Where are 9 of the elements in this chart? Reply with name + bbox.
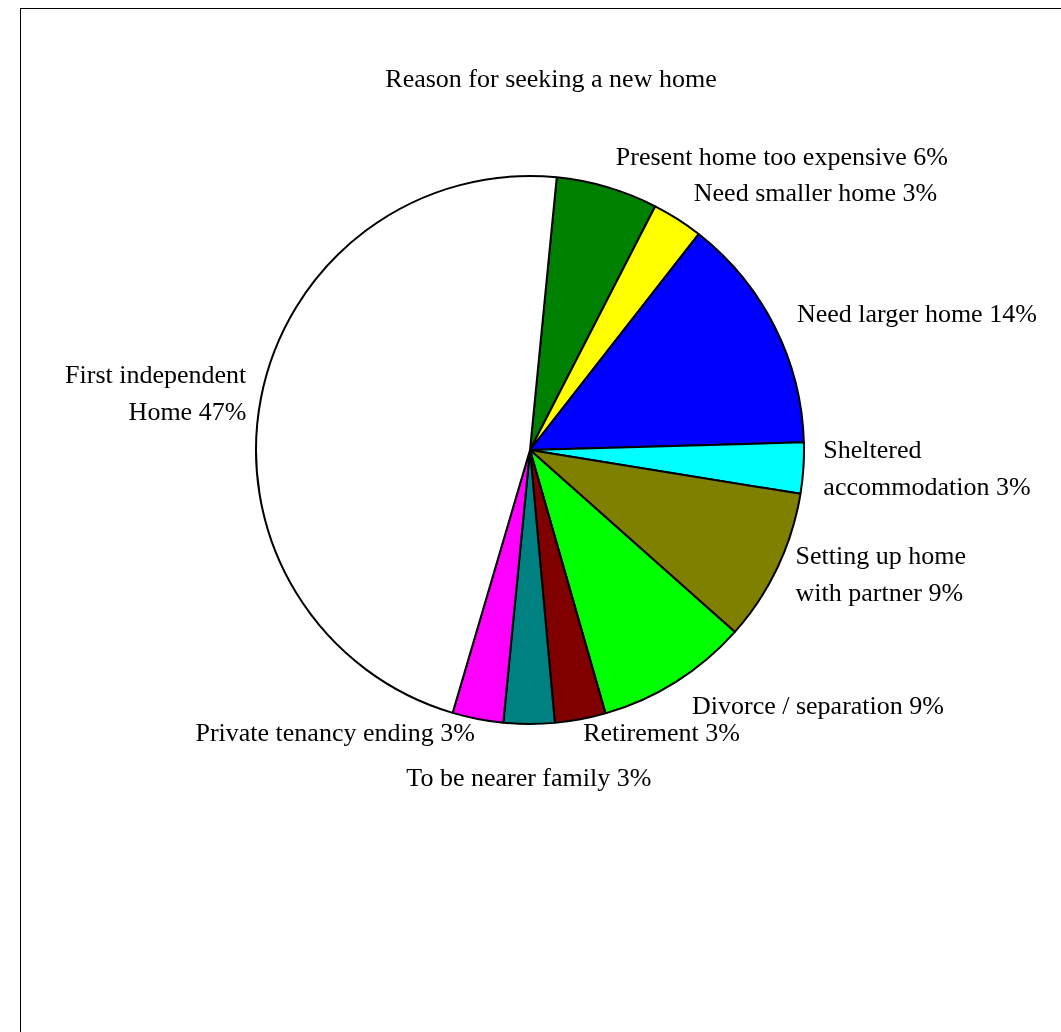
slice-label: Setting up home with partner 9% (795, 541, 967, 608)
slice-label: Sheltered accommodation 3% (823, 434, 1031, 501)
slice-label: Private tenancy ending 3% (195, 717, 475, 747)
slice-label: Need smaller home 3% (693, 177, 938, 207)
slice-label: Present home too expensive 6% (615, 142, 948, 172)
slice-label: To be nearer family 3% (406, 762, 652, 792)
chart-title: Reason for seeking a new home (385, 63, 717, 93)
slice-label: First independent Home 47% (65, 360, 248, 427)
slice-label: Need larger home 14% (796, 299, 1037, 329)
